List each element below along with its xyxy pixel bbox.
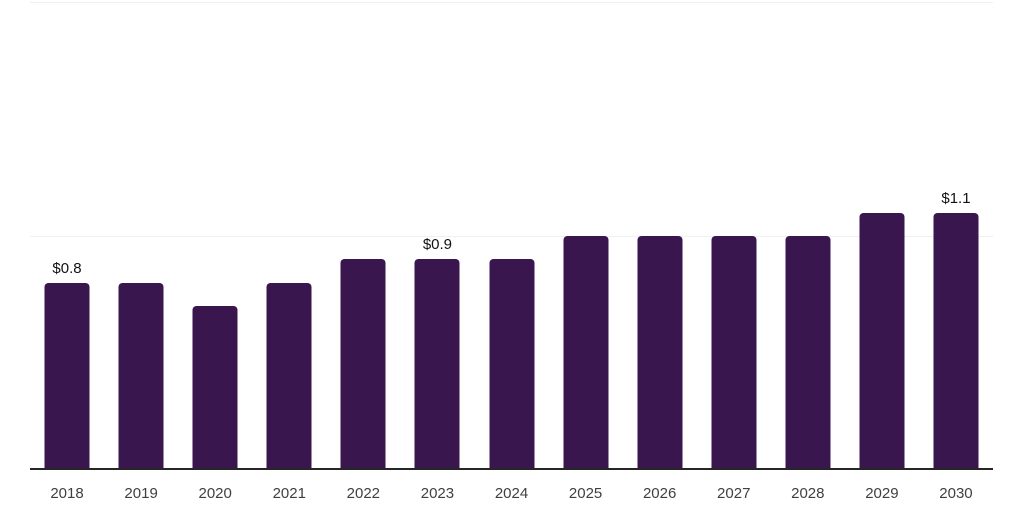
x-tick-label-2026: 2026 bbox=[642, 485, 677, 502]
bar-value-label-2018: $0.8 bbox=[52, 260, 82, 277]
gridline-y-2 bbox=[30, 2, 993, 3]
bar-group-2022 bbox=[326, 0, 400, 470]
x-tick-label-2022: 2022 bbox=[346, 485, 381, 502]
bar-group-2020 bbox=[178, 0, 252, 470]
x-tick-label-2028: 2028 bbox=[791, 485, 825, 502]
bar-2024 bbox=[489, 259, 534, 470]
x-tick-label-2024: 2024 bbox=[494, 485, 529, 502]
bar-group-2018: $0.8 bbox=[30, 0, 104, 470]
bar-2030 bbox=[933, 213, 979, 470]
x-axis-line bbox=[30, 468, 993, 470]
bar-series: $0.8 $0.9 $1.1 bbox=[30, 0, 993, 470]
x-axis-tick-labels: 2018 2019 2020 2021 2022 2023 2024 2025 2026 2027… bbox=[30, 470, 993, 512]
bar-2029 bbox=[859, 213, 905, 470]
gridline-y-1 bbox=[30, 236, 993, 237]
x-tick-label-2021: 2021 bbox=[272, 485, 306, 502]
bar-group-2030: $1.1 bbox=[919, 0, 993, 470]
bar-group-2027 bbox=[697, 0, 771, 470]
bar-value-label-2030: $1.1 bbox=[941, 190, 971, 207]
plot-area: $0.8 $0.9 $1.1 bbox=[30, 0, 993, 470]
bar-2027 bbox=[711, 236, 757, 470]
bar-group-2026 bbox=[623, 0, 697, 470]
x-tick-label-2027: 2027 bbox=[717, 485, 751, 502]
x-tick-label-2029: 2029 bbox=[865, 485, 899, 502]
bar-group-2023: $0.9 bbox=[400, 0, 474, 470]
bar-2020 bbox=[192, 306, 238, 470]
x-tick-label-2018: 2018 bbox=[50, 485, 84, 502]
bar-2021 bbox=[266, 283, 312, 470]
x-tick-label-2020: 2020 bbox=[198, 485, 232, 502]
x-tick-label-2023: 2023 bbox=[420, 485, 455, 502]
bar-group-2029 bbox=[845, 0, 919, 470]
bar-2022 bbox=[340, 259, 386, 470]
x-tick-label-2025: 2025 bbox=[568, 485, 603, 502]
x-tick-label-2019: 2019 bbox=[124, 485, 158, 502]
bar-group-2028 bbox=[771, 0, 845, 470]
bar-2018 bbox=[44, 283, 90, 470]
bar-group-2021 bbox=[252, 0, 326, 470]
bar-value-label-2023: $0.9 bbox=[422, 236, 453, 253]
bar-2025 bbox=[563, 236, 609, 470]
bar-group-2019 bbox=[104, 0, 178, 470]
bar-2026 bbox=[637, 236, 683, 470]
bar-2028 bbox=[785, 236, 831, 470]
bar-2023 bbox=[414, 259, 460, 470]
bar-group-2024 bbox=[474, 0, 548, 470]
x-tick-label-2030: 2030 bbox=[939, 485, 973, 502]
bar-2019 bbox=[118, 283, 164, 470]
bar-group-2025 bbox=[549, 0, 623, 470]
